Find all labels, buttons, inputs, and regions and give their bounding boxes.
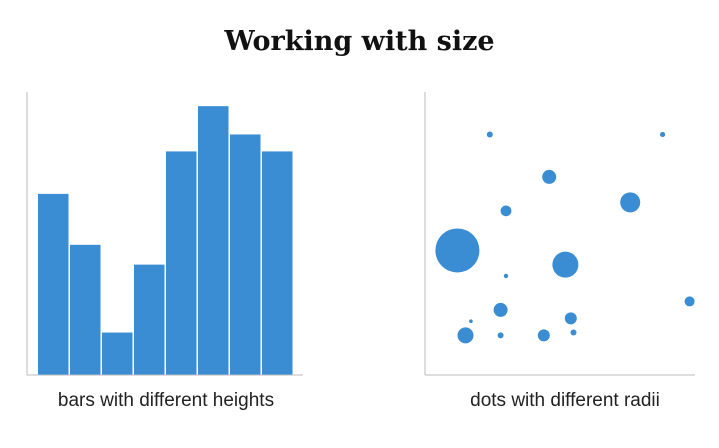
dot-8 (503, 273, 509, 279)
bar-2 (70, 244, 101, 375)
dot-15 (537, 329, 550, 342)
dot-9 (684, 296, 695, 307)
dot-chart (424, 92, 695, 376)
dot-13 (457, 327, 474, 344)
bar-5 (166, 151, 197, 375)
chart-title: Working with size (224, 26, 495, 57)
dot-5 (500, 205, 512, 217)
dot-14 (497, 332, 504, 339)
bar-7 (230, 134, 261, 375)
dot-16 (570, 329, 577, 336)
dot-7 (552, 251, 579, 278)
dot-2 (660, 131, 666, 138)
bar-1 (38, 193, 69, 375)
dot-12 (469, 319, 473, 324)
bar-4 (134, 264, 165, 375)
bar-8 (262, 151, 293, 375)
bar-chart-xlabel: bars with different heights (57, 390, 275, 411)
dot-3 (542, 169, 557, 184)
dot-6 (435, 228, 480, 273)
dot-4 (620, 192, 641, 213)
bar-chart (26, 92, 303, 376)
dot-10 (493, 302, 508, 317)
dot-1 (486, 131, 493, 138)
dot-chart-xlabel: dots with different radii (470, 390, 660, 411)
bar-3 (102, 332, 133, 375)
bar-6 (198, 106, 229, 376)
dot-11 (564, 312, 577, 325)
